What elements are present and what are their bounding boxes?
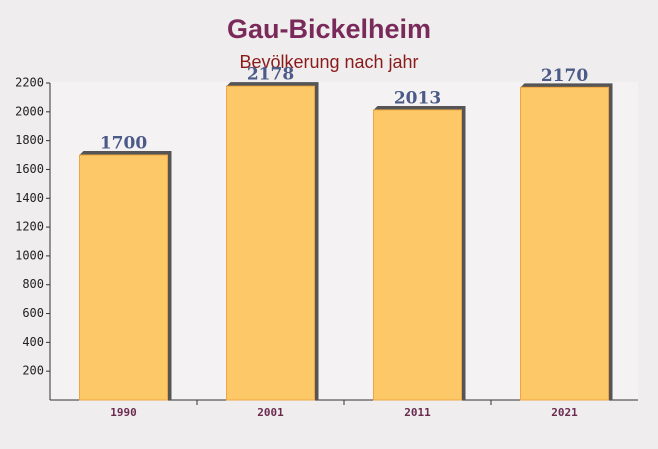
y-tick-label: 1400: [15, 191, 44, 205]
x-tick-label: 2021: [551, 406, 578, 419]
y-tick-label: 1800: [15, 133, 44, 147]
y-tick-label: 800: [22, 277, 44, 291]
bar: [226, 85, 315, 401]
y-tick-label: 200: [22, 364, 44, 378]
chart-subtitle: Bevölkerung nach jahr: [239, 52, 418, 72]
chart-title: Gau-Bickelheim: [227, 14, 431, 44]
y-tick-label: 2000: [15, 104, 44, 118]
value-label: 1700: [100, 134, 147, 154]
y-tick-label: 1000: [15, 248, 44, 262]
x-tick-label: 2011: [404, 406, 431, 419]
value-label: 2013: [394, 88, 441, 108]
x-tick-label: 1990: [110, 406, 137, 419]
y-tick-label: 600: [22, 306, 44, 320]
bar: [373, 109, 462, 401]
bar: [520, 86, 609, 401]
bar: [79, 154, 168, 401]
y-tick-label: 1200: [15, 220, 44, 234]
y-tick-label: 400: [22, 335, 44, 349]
value-label: 2170: [541, 66, 588, 86]
x-tick-label: 2001: [257, 406, 284, 419]
y-tick-label: 2200: [15, 76, 44, 90]
y-tick-label: 1600: [15, 162, 44, 176]
value-label: 2178: [247, 65, 294, 85]
